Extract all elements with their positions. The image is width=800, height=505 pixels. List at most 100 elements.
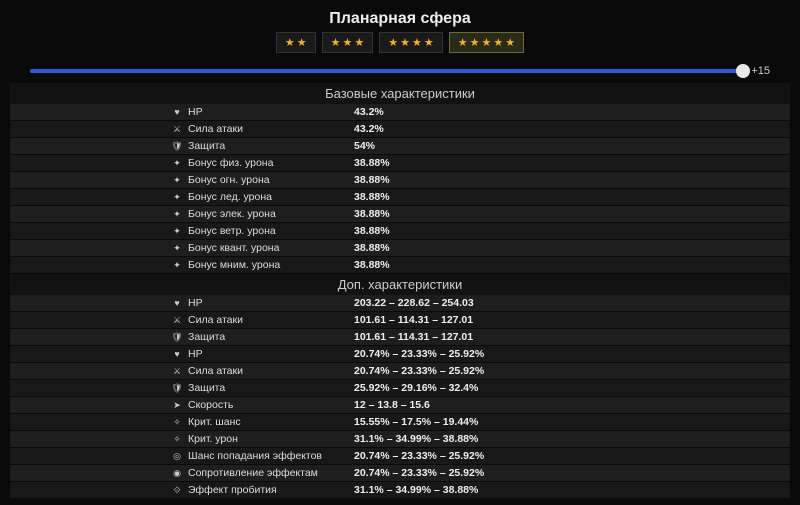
star-icon: ★ [482, 36, 492, 49]
stat-icon: 🛡 [170, 141, 184, 152]
star-icon: ★ [297, 36, 307, 49]
stat-name: Бонус огн. урона [184, 174, 354, 186]
stat-name: Сила атаки [184, 123, 354, 135]
stat-value: 54% [354, 140, 554, 152]
stat-icon: ✦ [170, 158, 184, 169]
stat-value: 25.92% – 29.16% – 32.4% [354, 382, 554, 394]
star-icon: ★ [343, 36, 353, 49]
stat-value: 43.2% [354, 106, 554, 118]
slider-thumb[interactable] [736, 64, 750, 78]
stat-row: ⚔Сила атаки43.2% [10, 121, 790, 138]
stat-name: Эффект пробития [184, 484, 354, 496]
stat-value: 101.61 – 114.31 – 127.01 [354, 331, 554, 343]
star-icon: ★ [388, 36, 398, 49]
stat-name: Защита [184, 382, 354, 394]
stat-row: 🛡Защита54% [10, 138, 790, 155]
rarity-option-2[interactable]: ★★ [276, 32, 316, 53]
section-header: Базовые характеристики [10, 83, 790, 104]
stat-row: ⚔Сила атаки101.61 – 114.31 – 127.01 [10, 312, 790, 329]
stat-icon: ✦ [170, 226, 184, 237]
stat-name: Бонус ветр. урона [184, 225, 354, 237]
stat-icon: ✦ [170, 243, 184, 254]
stat-value: 38.88% [354, 208, 554, 220]
stat-name: Защита [184, 331, 354, 343]
stat-row: ⟐Эффект пробития31.1% – 34.99% – 38.88% [10, 482, 790, 499]
stat-icon: ✦ [170, 175, 184, 186]
stat-name: Сила атаки [184, 314, 354, 326]
stat-row: ✦Бонус ветр. урона38.88% [10, 223, 790, 240]
stat-value: 38.88% [354, 259, 554, 271]
stat-row: 🛡Защита25.92% – 29.16% – 32.4% [10, 380, 790, 397]
rarity-option-5[interactable]: ★★★★★ [449, 32, 524, 53]
star-icon: ★ [505, 36, 515, 49]
stat-row: ✦Бонус элек. урона38.88% [10, 206, 790, 223]
stat-row: ◉Сопротивление эффектам20.74% – 23.33% –… [10, 465, 790, 482]
page-title: Планарная сфера [10, 4, 790, 32]
stat-icon: ➤ [170, 400, 184, 411]
stat-icon: ⚔ [170, 315, 184, 326]
stat-value: 31.1% – 34.99% – 38.88% [354, 484, 554, 496]
stat-row: ✦Бонус огн. урона38.88% [10, 172, 790, 189]
stat-value: 43.2% [354, 123, 554, 135]
stat-value: 38.88% [354, 191, 554, 203]
star-icon: ★ [400, 36, 410, 49]
stat-value: 20.74% – 23.33% – 25.92% [354, 348, 554, 360]
stat-value: 15.55% – 17.5% – 19.44% [354, 416, 554, 428]
stat-name: Шанс попадания эффектов [184, 450, 354, 462]
stat-value: 203.22 – 228.62 – 254.03 [354, 297, 554, 309]
stat-name: Защита [184, 140, 354, 152]
stat-name: Крит. шанс [184, 416, 354, 428]
stat-name: Бонус квант. урона [184, 242, 354, 254]
stat-row: ✦Бонус квант. урона38.88% [10, 240, 790, 257]
stat-value: 38.88% [354, 174, 554, 186]
stat-value: 20.74% – 23.33% – 25.92% [354, 450, 554, 462]
stat-name: HP [184, 106, 354, 118]
stat-icon: ✦ [170, 209, 184, 220]
stat-value: 31.1% – 34.99% – 38.88% [354, 433, 554, 445]
rarity-option-3[interactable]: ★★★ [322, 32, 374, 53]
stat-row: ♥HP43.2% [10, 104, 790, 121]
stat-icon: ◉ [170, 468, 184, 479]
star-icon: ★ [493, 36, 503, 49]
stat-icon: ⚔ [170, 366, 184, 377]
star-icon: ★ [354, 36, 364, 49]
section-header: Доп. характеристики [10, 274, 790, 295]
stat-name: Бонус физ. урона [184, 157, 354, 169]
stat-row: ♥HP203.22 – 228.62 – 254.03 [10, 295, 790, 312]
star-icon: ★ [470, 36, 480, 49]
stat-name: HP [184, 297, 354, 309]
stat-value: 12 – 13.8 – 15.6 [354, 399, 554, 411]
stat-row: ✦Бонус физ. урона38.88% [10, 155, 790, 172]
stat-value: 38.88% [354, 157, 554, 169]
stat-row: ♥HP20.74% – 23.33% – 25.92% [10, 346, 790, 363]
stat-row: ⚔Сила атаки20.74% – 23.33% – 25.92% [10, 363, 790, 380]
stat-row: ✦Бонус лед. урона38.88% [10, 189, 790, 206]
star-icon: ★ [458, 36, 468, 49]
stat-name: Скорость [184, 399, 354, 411]
stat-icon: ◎ [170, 451, 184, 462]
stat-value: 101.61 – 114.31 – 127.01 [354, 314, 554, 326]
stat-row: ◎Шанс попадания эффектов20.74% – 23.33% … [10, 448, 790, 465]
stat-row: ✦Бонус мним. урона38.88% [10, 257, 790, 274]
rarity-selector: ★★★★★★★★★★★★★★ [10, 32, 790, 53]
stat-icon: ✦ [170, 192, 184, 203]
stat-name: Сопротивление эффектам [184, 467, 354, 479]
slider-value-label: +15 [751, 65, 770, 77]
star-icon: ★ [285, 36, 295, 49]
stat-name: Сила атаки [184, 365, 354, 377]
stat-value: 20.74% – 23.33% – 25.92% [354, 365, 554, 377]
rarity-option-4[interactable]: ★★★★ [379, 32, 443, 53]
stat-icon: ⚔ [170, 124, 184, 135]
stat-icon: ✦ [170, 260, 184, 271]
stat-value: 38.88% [354, 225, 554, 237]
level-slider-row: +15 [10, 61, 790, 83]
stat-name: Бонус лед. урона [184, 191, 354, 203]
stat-row: ✧Крит. шанс15.55% – 17.5% – 19.44% [10, 414, 790, 431]
star-icon: ★ [424, 36, 434, 49]
star-icon: ★ [331, 36, 341, 49]
star-icon: ★ [412, 36, 422, 49]
level-slider[interactable] [30, 69, 743, 73]
stat-icon: 🛡 [170, 332, 184, 343]
stat-icon: ♥ [170, 349, 184, 359]
stat-row: ✧Крит. урон31.1% – 34.99% – 38.88% [10, 431, 790, 448]
